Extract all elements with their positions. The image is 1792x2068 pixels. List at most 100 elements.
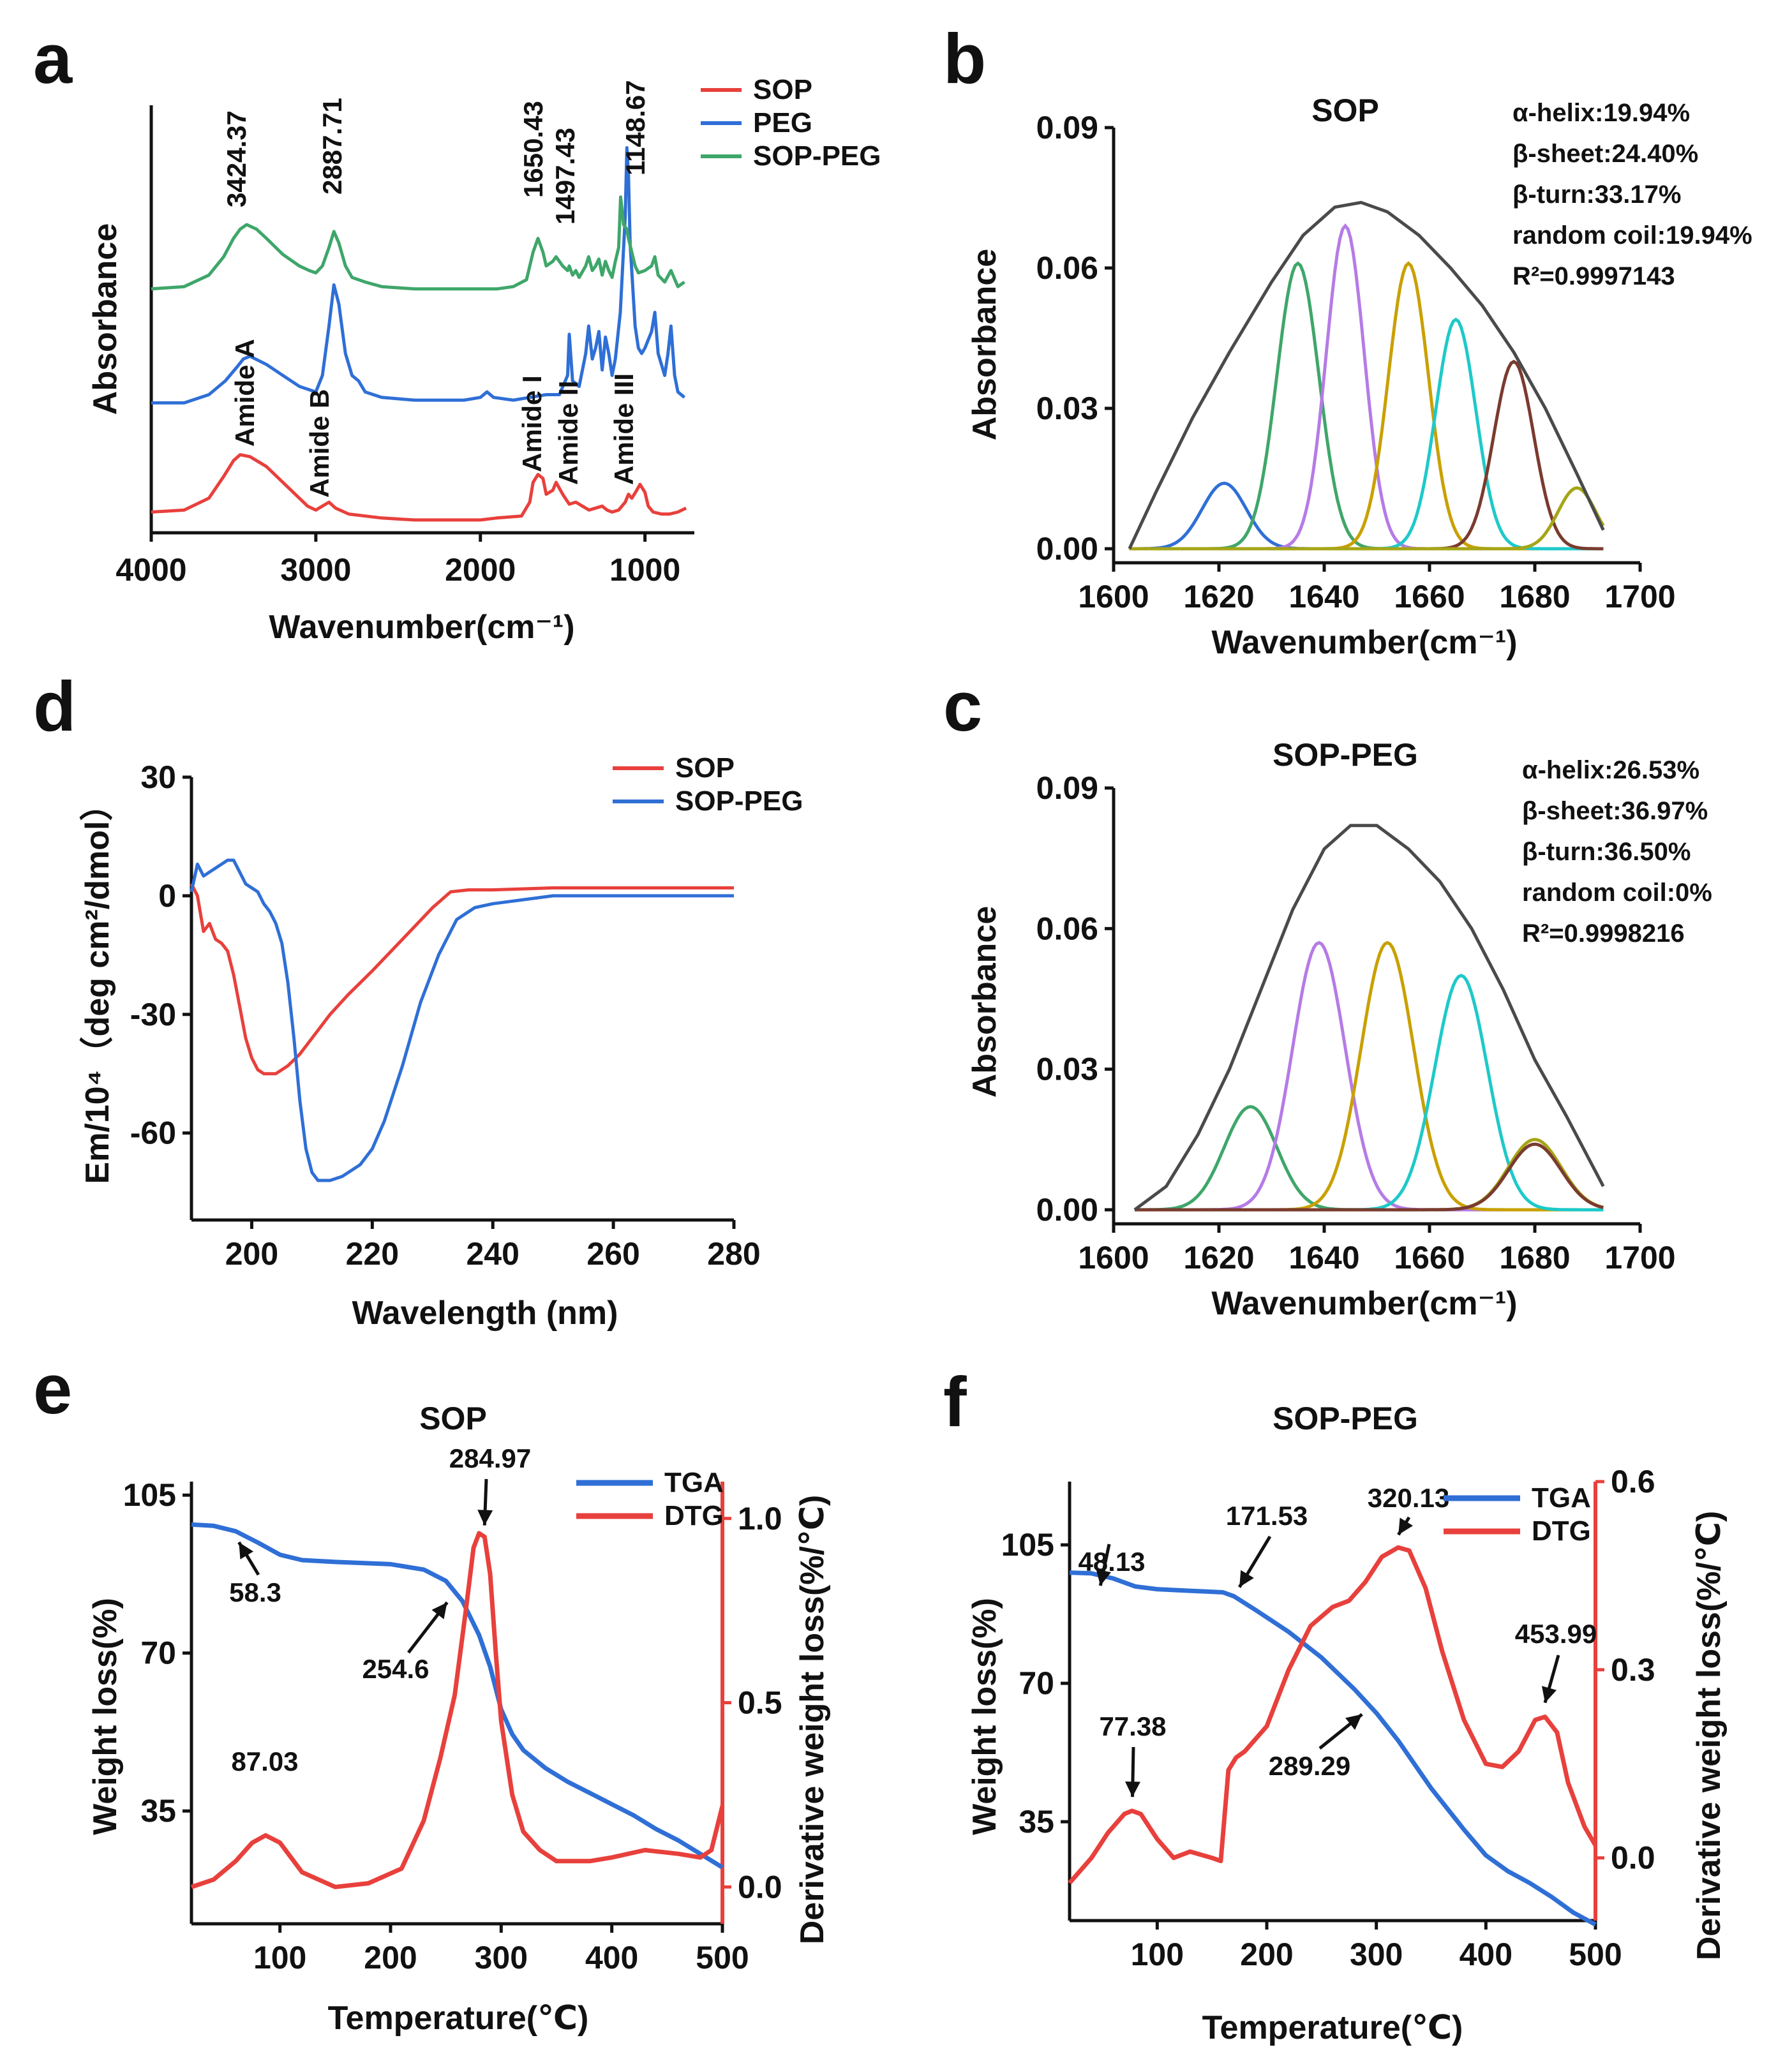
panel-b-y-tick-label: 0.09 bbox=[1036, 110, 1098, 145]
panel-f-annotation-arrow-head bbox=[1239, 1570, 1254, 1588]
panel-d-xlabel: Wavelength (nm) bbox=[352, 1295, 618, 1332]
panel-c-series bbox=[1133, 824, 1605, 1212]
panel-f-annotation-arrow-head bbox=[1345, 1714, 1363, 1730]
panel-b-label: b bbox=[943, 20, 986, 98]
panel-c-y-tick-label: 0.09 bbox=[1036, 770, 1098, 806]
panel-c-x-tick-label: 1640 bbox=[1288, 1240, 1359, 1276]
panel-a-band-labels: Amide A Amide B Amide I Amide II Amide III bbox=[230, 339, 639, 498]
panel-a-peak-label: 1497.43 bbox=[550, 128, 580, 225]
panel-b-x-tick-label: 1600 bbox=[1078, 579, 1149, 614]
panel-b-xlabel: Wavenumber(cm⁻¹) bbox=[1211, 624, 1517, 661]
panel-b-title: SOP bbox=[1311, 93, 1379, 128]
panel-c-stat-line: β-sheet:36.97% bbox=[1522, 797, 1708, 825]
panel-c-x-tick-label: 1660 bbox=[1394, 1240, 1465, 1276]
panel-b-stat-line: α-helix:19.94% bbox=[1512, 99, 1690, 127]
panel-a-x-tick-label: 3000 bbox=[280, 552, 351, 588]
panel-d-x-tick-label: 280 bbox=[707, 1236, 760, 1272]
panel-f-y2label: Derivative weight loss(%/℃) bbox=[1691, 1511, 1728, 1961]
panel-d-label: d bbox=[33, 667, 76, 746]
panel-f-x-tick-label: 300 bbox=[1350, 1937, 1403, 1972]
panel-b-series bbox=[1128, 200, 1605, 551]
panel-c-ticks: 1600 1620 1640 1660 1680 1700 0.00 0.03 0.06 0.09 bbox=[1036, 770, 1676, 1276]
panel-e-x-tick-label: 400 bbox=[585, 1940, 638, 1975]
panel-e-xlabel: Temperature(℃) bbox=[328, 2000, 589, 2037]
panel-f-annotation-arrow-head bbox=[1541, 1686, 1557, 1703]
panel-f-y2-tick-label: 0.6 bbox=[1611, 1464, 1655, 1499]
panel-b-stats: α-helix:19.94% β-sheet:24.40% β-turn:33.17… bbox=[1512, 99, 1752, 290]
panel-f-y2-tick-label: 0.3 bbox=[1611, 1652, 1655, 1688]
panel-e-x-tick-label: 300 bbox=[475, 1940, 528, 1975]
panel-e-y2-tick-label: 0.0 bbox=[738, 1869, 782, 1905]
panel-a-band-label: Amide B bbox=[304, 389, 334, 498]
panel-d-series-sop-line bbox=[190, 883, 734, 1076]
panel-f-y-tick-label: 35 bbox=[1019, 1804, 1054, 1840]
panel-a-band-label: Amide II bbox=[553, 381, 583, 485]
panel-c-x-tick-label: 1620 bbox=[1183, 1240, 1254, 1276]
panel-a-band-label: Amide III bbox=[609, 373, 639, 485]
panel-d-y-tick-label: 0 bbox=[158, 878, 176, 914]
panel-c-label: c bbox=[943, 667, 982, 746]
panel-f-tga-chart: f SOP-PEG Weight loss(%) Derivative weig… bbox=[943, 1363, 1728, 2046]
panel-e-tga-chart: e SOP Weight loss(%) Derivative weight l… bbox=[33, 1350, 831, 2037]
panel-b-y-tick-label: 0.06 bbox=[1036, 250, 1098, 286]
panel-e-annotation-arrow-head bbox=[431, 1602, 447, 1619]
panel-a-x-tick-label: 4000 bbox=[116, 552, 186, 588]
panel-c-stat-line: R²=0.9998216 bbox=[1522, 919, 1685, 948]
panel-d-x-tick-label: 240 bbox=[467, 1236, 519, 1272]
panel-e-ylabel: Weight loss(%) bbox=[87, 1598, 124, 1835]
panel-f-legend-label: TGA bbox=[1532, 1482, 1591, 1514]
panel-d-cd-chart: d Em/10⁴（deg cm²/dmol） Wavelength (nm) 2… bbox=[33, 667, 803, 1332]
panel-c-stat-line: random coil:0% bbox=[1522, 879, 1712, 907]
panel-f-title: SOP-PEG bbox=[1273, 1401, 1418, 1436]
panel-b-deconvolution-chart: b SOP Absorbance Wavenumber(cm⁻¹) 1600 16… bbox=[943, 20, 1752, 661]
panel-a-peak-label: 1650.43 bbox=[518, 101, 548, 198]
panel-e-annotation-label: 87.03 bbox=[231, 1746, 298, 1776]
panel-f-y-tick-label: 70 bbox=[1019, 1665, 1054, 1701]
panel-d-y-tick-label: -60 bbox=[130, 1115, 176, 1151]
panel-d-x-tick-label: 220 bbox=[346, 1236, 399, 1272]
panel-f-annotation-label: 320.13 bbox=[1368, 1483, 1449, 1513]
panel-b-x-tick-label: 1660 bbox=[1394, 579, 1465, 614]
panel-a-peak-label: 3424.37 bbox=[221, 110, 251, 207]
panel-a-series bbox=[151, 146, 687, 522]
panel-f-x-tick-label: 200 bbox=[1240, 1937, 1293, 1972]
panel-c-y-tick-label: 0.06 bbox=[1036, 911, 1098, 946]
panel-c-stat-line: β-turn:36.50% bbox=[1522, 838, 1691, 866]
panel-c-stats: α-helix:26.53% β-sheet:36.97% β-turn:36.50… bbox=[1522, 756, 1712, 948]
panel-d-axes bbox=[190, 777, 734, 1222]
panel-d-x-tick-label: 260 bbox=[586, 1236, 639, 1272]
panel-f-ticks: 100 200 300 400 500 35 70 105 0.0 0.3 0.6 bbox=[1001, 1464, 1655, 1972]
panel-b-ticks: 1600 1620 1640 1660 1680 1700 0.00 0.03 0.06 0.09 bbox=[1036, 110, 1676, 614]
panel-d-legend-label: SOP bbox=[675, 752, 735, 784]
panel-f-series-dtg-line bbox=[1068, 1545, 1598, 1885]
panel-f-y-tick-label: 105 bbox=[1001, 1527, 1054, 1563]
panel-b-x-tick-label: 1620 bbox=[1183, 579, 1254, 614]
panel-e-x-tick-label: 200 bbox=[364, 1940, 417, 1975]
panel-f-annotations: 48.13 171.53 289.29 77.38 320.13 453.99 bbox=[1078, 1483, 1597, 1797]
panel-f-annotation-label: 289.29 bbox=[1269, 1751, 1350, 1781]
panel-c-component-peak bbox=[1135, 1142, 1604, 1212]
panel-f-annotation-label: 48.13 bbox=[1078, 1547, 1145, 1577]
panel-f-legend-label: DTG bbox=[1532, 1515, 1591, 1547]
panel-e-ticks: 100 200 300 400 500 35 70 105 0.0 0.5 1.0 bbox=[123, 1477, 782, 1975]
panel-e-y2label: Derivative weight loss(%/℃) bbox=[794, 1495, 831, 1945]
panel-e-annotations: 58.3 254.6 284.97 87.03 bbox=[229, 1443, 531, 1776]
panel-e-y-tick-label: 105 bbox=[123, 1477, 176, 1513]
panel-a-x-tick-label: 2000 bbox=[445, 552, 516, 588]
panel-c-x-tick-label: 1600 bbox=[1078, 1240, 1149, 1276]
panel-a-ticks: 4000 3000 2000 1000 bbox=[116, 533, 680, 588]
panel-f-annotation-label: 77.38 bbox=[1099, 1711, 1166, 1741]
panel-f-label: f bbox=[943, 1363, 967, 1441]
panel-f-x-tick-label: 400 bbox=[1460, 1937, 1512, 1972]
panel-e-annotation-label: 58.3 bbox=[229, 1577, 281, 1607]
panel-a-band-label: Amide A bbox=[230, 339, 260, 447]
panel-e-x-tick-label: 100 bbox=[253, 1940, 306, 1975]
panel-f-xlabel: Temperature(℃) bbox=[1202, 2009, 1463, 2046]
panel-b-stat-line: β-turn:33.17% bbox=[1512, 181, 1681, 209]
panel-e-y2-tick-label: 1.0 bbox=[738, 1501, 782, 1536]
panel-a-legend-label: SOP bbox=[753, 74, 812, 105]
panel-a-peak-labels: 3424.37 2887.71 1650.43 1497.43 1148.67 bbox=[221, 80, 650, 225]
panel-a-label: a bbox=[33, 20, 73, 98]
